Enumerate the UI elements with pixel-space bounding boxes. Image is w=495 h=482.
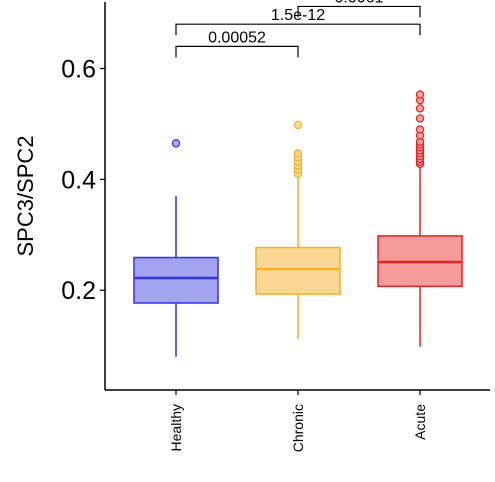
bracket-line: [175, 45, 299, 58]
x-tick-label: Healthy: [168, 404, 184, 451]
bracket-line: [175, 23, 421, 36]
outlier-point: [293, 149, 303, 158]
axes: 0.2 0.4 0.6 Healthy Chronic Acute: [61, 2, 490, 452]
iqr-box: [255, 246, 341, 295]
bracket-line: [297, 5, 421, 18]
outlier-point: [293, 120, 303, 130]
outlier-point: [415, 104, 425, 113]
box-chronic: [255, 120, 341, 340]
comparison-bracket: 0.00052: [175, 29, 299, 58]
comparison-bracket: 0.0061: [297, 0, 421, 18]
box-acute: [377, 90, 463, 347]
y-tick-label: 0.4: [61, 166, 96, 194]
x-tick-label: Acute: [412, 404, 428, 440]
outlier-point: [415, 90, 425, 99]
p-value-label: 0.0061: [335, 0, 384, 6]
x-tick-label: Chronic: [290, 404, 306, 452]
y-tick-label: 0.6: [61, 56, 96, 84]
iqr-box: [133, 256, 219, 304]
y-tick-label: 0.2: [61, 277, 96, 305]
box-healthy: [133, 139, 219, 357]
box-series: [133, 90, 463, 357]
y-axis-label: SPC3/SPC2: [13, 135, 38, 256]
p-value-label: 0.00052: [208, 29, 266, 46]
outlier-point: [171, 139, 181, 148]
outlier-point: [415, 114, 425, 123]
outlier-point: [415, 125, 425, 134]
